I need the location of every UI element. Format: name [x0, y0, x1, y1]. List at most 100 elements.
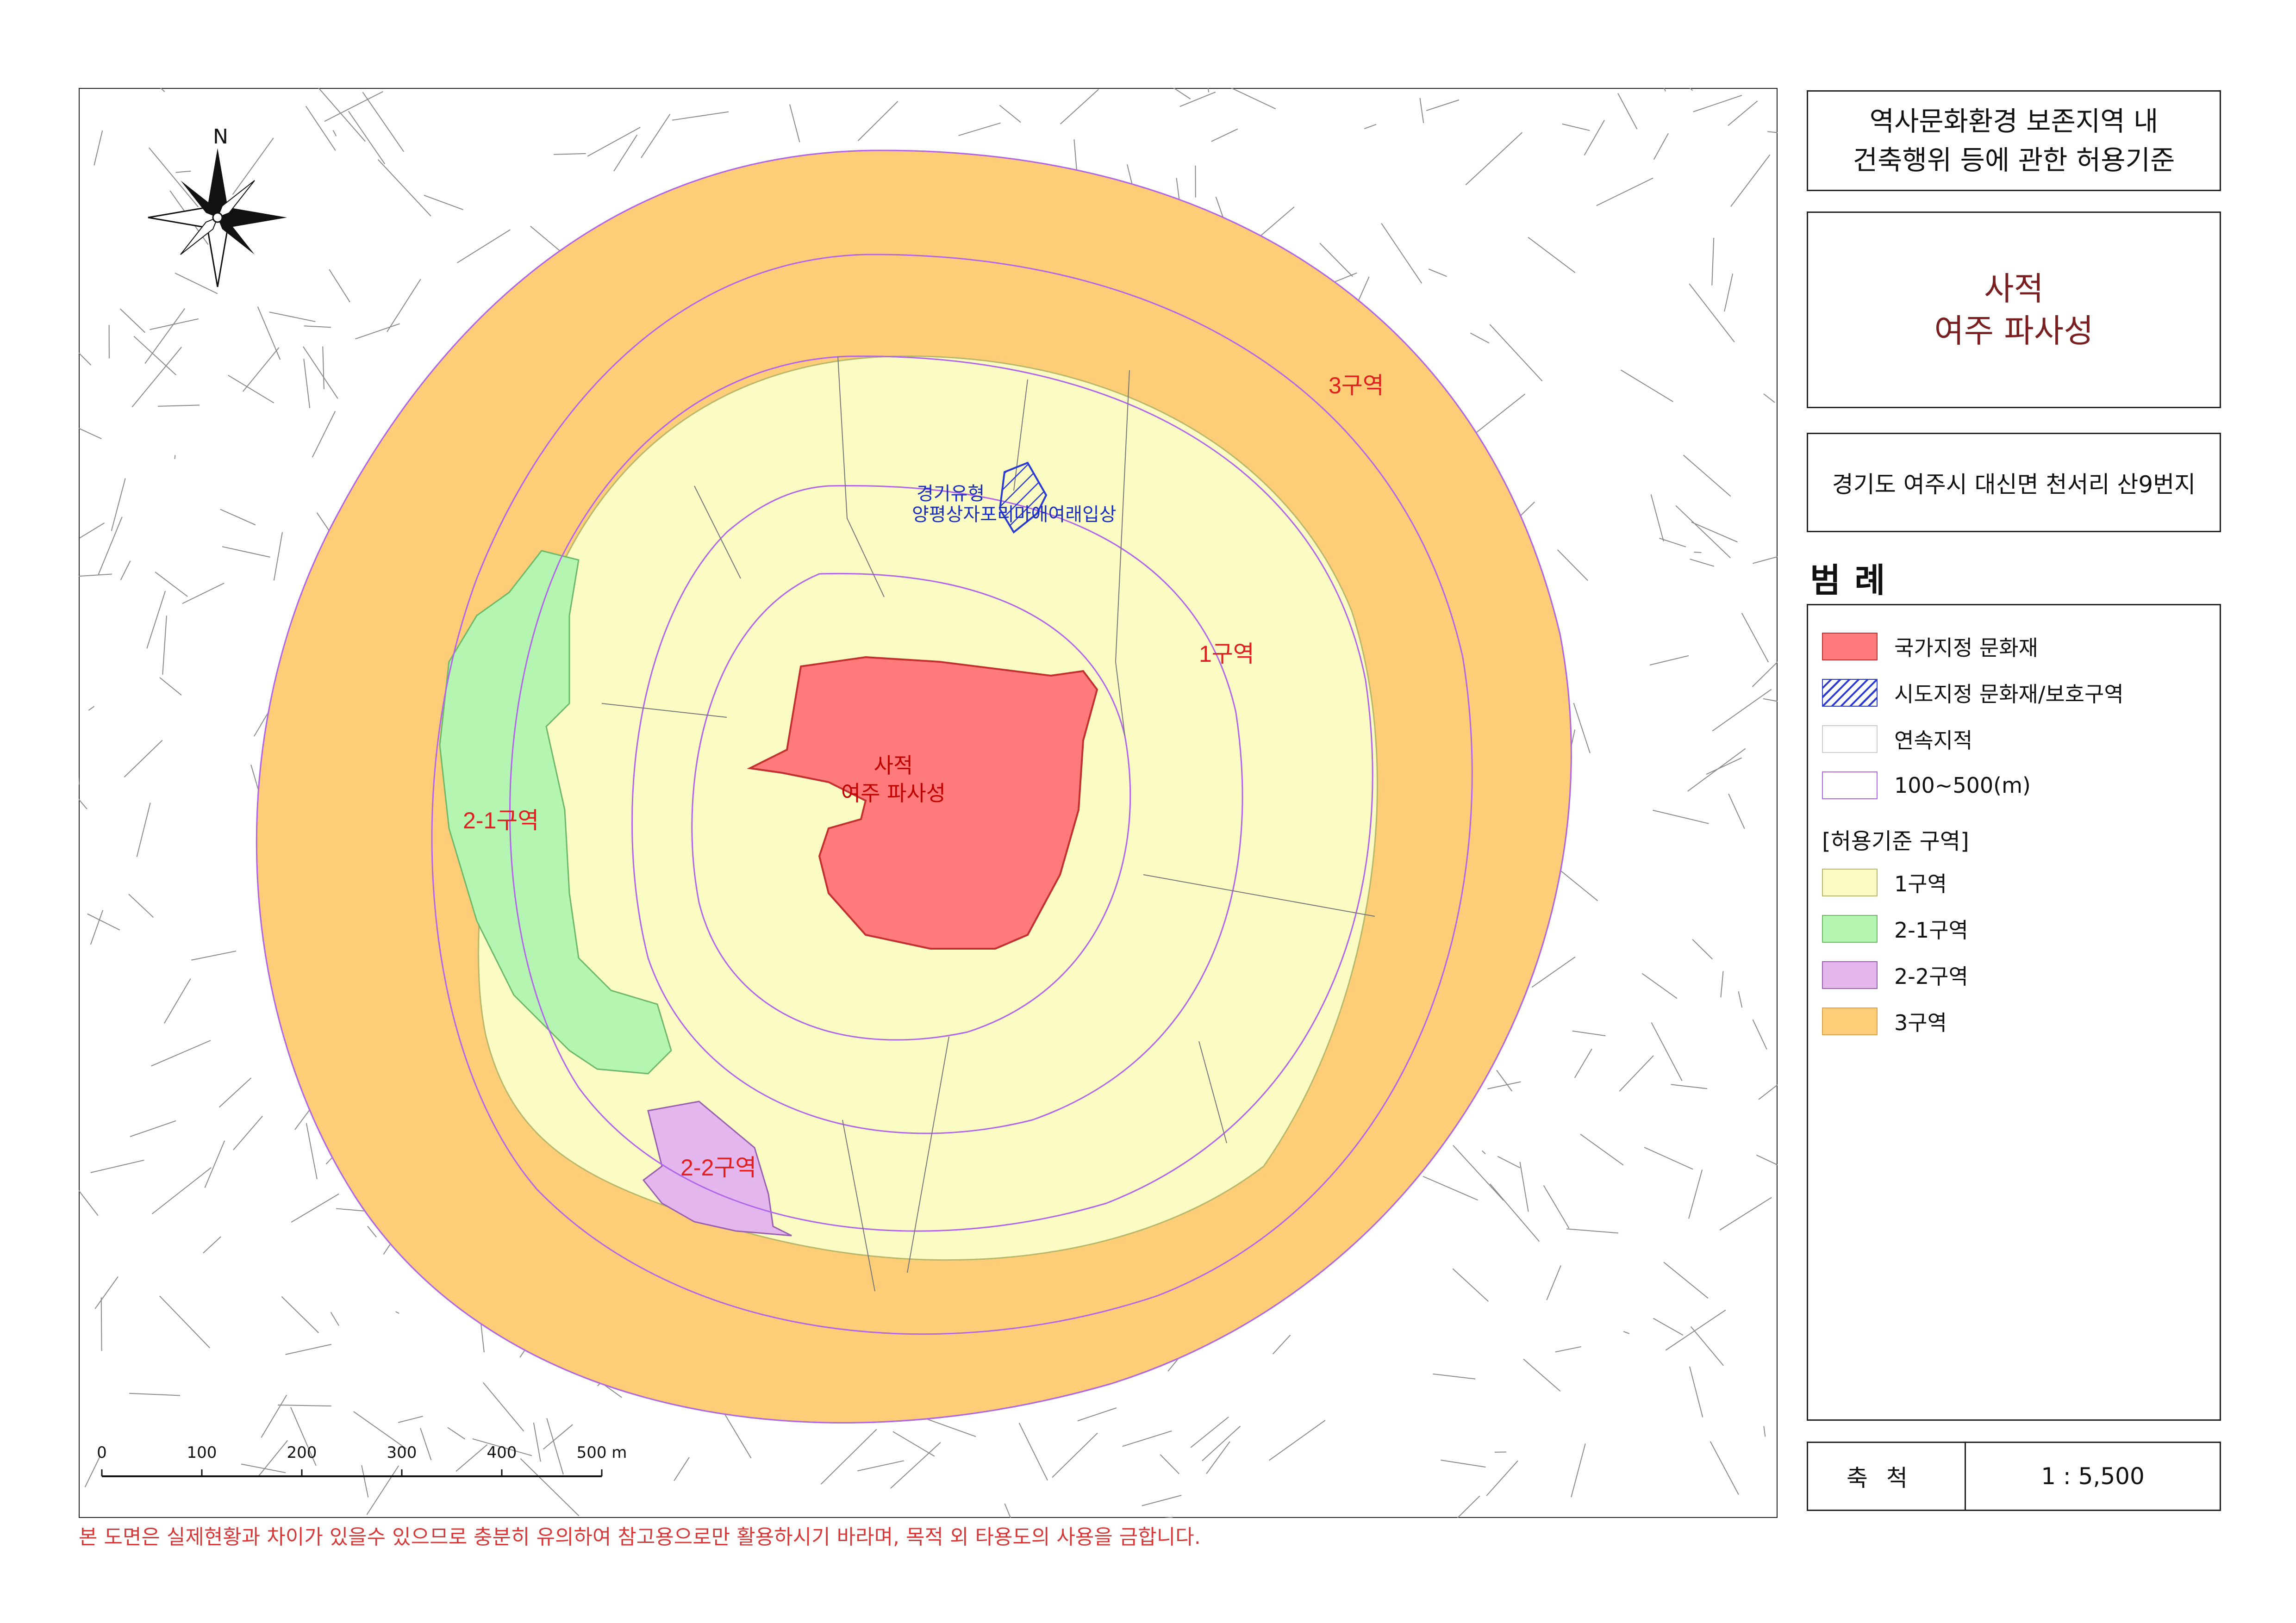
- parcel-line: [124, 740, 163, 777]
- parcel-line: [1426, 99, 1460, 111]
- parcel-line: [1710, 1441, 1739, 1495]
- parcel-line: [1482, 1150, 1486, 1155]
- parcel-line: [204, 1140, 225, 1188]
- zone-2-1-area[interactable]: [439, 550, 672, 1075]
- legend-item-cadastral: 연속지적: [1822, 723, 1972, 755]
- scale-bar: 0 100 200 300 400 500 m: [97, 1443, 627, 1477]
- parcel-line: [1018, 1423, 1048, 1481]
- parcel-line: [281, 1296, 319, 1333]
- legend-item-national: 국가지정 문화재: [1822, 631, 2038, 662]
- parcel-line: [1574, 1048, 1592, 1078]
- parcel-line: [1207, 88, 1210, 93]
- parcel-line: [1269, 1420, 1326, 1461]
- parcel-line: [1653, 133, 1669, 160]
- parcel-line: [1160, 1454, 1179, 1474]
- parcel-line: [366, 1465, 399, 1515]
- parcel-line: [1211, 128, 1238, 142]
- parcel-line: [1683, 454, 1731, 497]
- scale-tick-label: 500 m: [577, 1443, 627, 1462]
- parcel-line: [1719, 1197, 1772, 1231]
- parcel-line: [398, 1416, 423, 1423]
- parcel-line: [332, 130, 337, 137]
- legend-label-cadastral: 연속지적: [1894, 728, 1973, 753]
- parcel-line: [1752, 1019, 1767, 1050]
- parcel-line: [1653, 1318, 1684, 1336]
- parcel-line: [613, 134, 638, 172]
- parcel-line: [395, 1311, 399, 1314]
- parcel-line: [1489, 1183, 1540, 1242]
- parcel-line: [94, 130, 103, 166]
- national-heritage-area[interactable]: [747, 656, 1098, 950]
- parcel-line: [130, 1120, 176, 1138]
- parcel-line: [1619, 1055, 1654, 1092]
- parcel-line: [353, 1411, 407, 1449]
- parcel-line: [1543, 1185, 1570, 1229]
- parcel-line: [87, 913, 120, 931]
- parcel-line: [242, 347, 280, 392]
- parcel-line: [1692, 939, 1713, 960]
- parcel-line: [1728, 100, 1758, 126]
- parcel-line: [857, 101, 898, 141]
- parcel-line: [999, 105, 1021, 123]
- legend-swatch-provincial: [1822, 679, 1878, 707]
- parcel-line: [1675, 505, 1731, 559]
- title-line-1: 역사문화환경 보존지역 내: [1869, 105, 2159, 137]
- legend-swatch-zone22: [1822, 961, 1878, 989]
- parcel-line: [348, 111, 386, 165]
- legend-zones-title: [허용기준 구역]: [1822, 828, 1969, 854]
- parcel-line: [318, 88, 366, 142]
- parcel-line: [1663, 1262, 1709, 1299]
- parcel-line: [554, 153, 586, 155]
- parcel-line: [520, 1458, 580, 1517]
- parcel-line: [1173, 88, 1191, 99]
- parcel-line: [1756, 1154, 1778, 1166]
- parcel-line: [857, 1460, 904, 1472]
- parcel-line: [1752, 661, 1778, 687]
- parcel-line: [88, 706, 95, 711]
- parcel-line: [1763, 1426, 1766, 1437]
- parcel-line: [641, 113, 671, 158]
- parcel-line: [119, 308, 146, 333]
- parcel-line: [1497, 1156, 1521, 1169]
- parcel-line: [546, 1418, 564, 1475]
- provincial-label-line2: 양평상자포리마애여래입상: [912, 504, 1117, 525]
- parcel-line: [322, 346, 324, 389]
- parcel-line: [1206, 1441, 1230, 1474]
- parcel-line: [128, 894, 154, 918]
- parcel-line: [1470, 332, 1490, 344]
- title-line-2: 건축행위 등에 관한 허용기준: [1853, 144, 2175, 176]
- parcel-line: [79, 573, 112, 577]
- parcel-line: [1489, 324, 1543, 382]
- parcel-line: [447, 1427, 465, 1440]
- legend-swatch-distance: [1822, 771, 1878, 799]
- parcel-line: [1688, 1169, 1703, 1219]
- parcel-line: [1706, 757, 1742, 775]
- parcel-line: [1623, 1331, 1630, 1334]
- parcel-line: [1617, 93, 1638, 130]
- map-canvas[interactable]: 3구역 1구역 2-1구역 2-2구역 사적 여주 파사성 경기유형 양평상자포…: [79, 88, 1778, 1518]
- parcel-line: [456, 229, 511, 263]
- parcel-line: [285, 1343, 332, 1355]
- parcel-line: [241, 1463, 286, 1474]
- parcel-line: [1077, 1407, 1117, 1422]
- legend-label-provincial: 시도지정 문화재/보호구역: [1894, 682, 2124, 707]
- parcel-line: [1767, 131, 1778, 133]
- parcel-line: [273, 532, 283, 581]
- site-line-1: 사적: [1984, 269, 2044, 308]
- parcel-line: [1052, 1432, 1098, 1478]
- legend-item-zone21: 2-1구역: [1822, 913, 1968, 945]
- zone-2-1-label: 2-1구역: [463, 808, 539, 833]
- zone-1-label: 1구역: [1199, 641, 1254, 667]
- provincial-heritage-area[interactable]: [998, 461, 1048, 534]
- legend-item-zone1: 1구역: [1822, 867, 1947, 898]
- parcel-line: [1441, 1459, 1486, 1468]
- parcel-line: [1712, 689, 1772, 732]
- parcel-line: [155, 572, 188, 597]
- parcel-line: [1142, 1495, 1182, 1506]
- parcel-line: [79, 1189, 99, 1216]
- parcel-line: [261, 1394, 287, 1438]
- parcel-line: [290, 1407, 317, 1466]
- zone-2-2-area[interactable]: [642, 1101, 792, 1237]
- legend-swatch-zone21: [1822, 915, 1878, 943]
- parcel-line: [1758, 1084, 1778, 1100]
